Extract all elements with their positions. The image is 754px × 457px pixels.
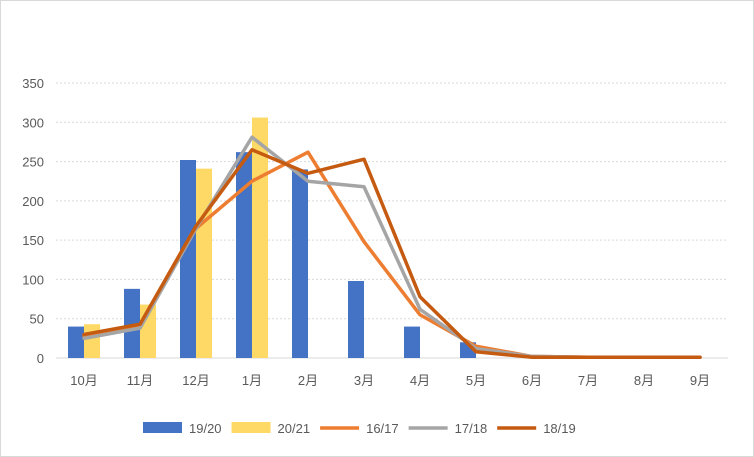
legend-item-20-21: 20/21: [231, 421, 311, 436]
y-tick-label: 0: [37, 351, 44, 366]
bar-19-20: [236, 152, 252, 358]
y-tick-label: 250: [22, 155, 44, 170]
x-tick-label: 2月: [298, 373, 318, 388]
y-tick-label: 300: [22, 115, 44, 130]
gridlines: [56, 82, 728, 359]
x-tick-label: 1月: [242, 373, 262, 388]
legend-label: 17/18: [455, 421, 488, 436]
bar-19-20: [348, 281, 364, 358]
legend-label: 19/20: [189, 421, 222, 436]
bar-19-20: [180, 160, 196, 358]
bar-19-20: [292, 169, 308, 358]
y-tick-label: 50: [30, 312, 44, 327]
x-tick-label: 4月: [410, 373, 430, 388]
y-axis-ticks: 0 50 100 150 200 250 300 350: [22, 76, 44, 366]
legend-item-19-20: 19/20: [143, 421, 222, 436]
x-tick-label: 3月: [354, 373, 374, 388]
bar-19-20: [404, 326, 420, 358]
legend-item-16-17: 16/17: [320, 421, 399, 436]
bar-19-20: [68, 326, 84, 358]
x-tick-label: 6月: [522, 373, 542, 388]
x-tick-label: 9月: [690, 373, 710, 388]
line-17-18: [82, 135, 702, 359]
x-tick-label: 5月: [466, 373, 486, 388]
x-tick-label: 8月: [634, 373, 654, 388]
y-tick-label: 100: [22, 272, 44, 287]
bar-19-20: [124, 288, 140, 358]
legend-label: 18/19: [543, 421, 576, 436]
legend: 19/20 20/21 16/17 17/18 18/19: [143, 421, 576, 436]
bar-20-21: [196, 168, 212, 358]
line-18-19: [82, 148, 702, 359]
x-axis-ticks: 10月 11月 12月 1月 2月 3月 4月 5月 6月 7月 8月 9月: [70, 373, 710, 388]
legend-item-17-18: 17/18: [408, 421, 488, 436]
bar-series-layer: [68, 117, 476, 358]
legend-label: 16/17: [366, 421, 399, 436]
x-tick-label: 7月: [578, 373, 598, 388]
line-16-17: [82, 150, 702, 359]
x-tick-label: 12月: [182, 373, 209, 388]
x-tick-label: 10月: [70, 373, 97, 388]
line-series-layer: [82, 135, 702, 359]
y-tick-label: 200: [22, 194, 44, 209]
legend-item-18-19: 18/19: [497, 421, 576, 436]
y-tick-label: 350: [22, 76, 44, 91]
bar-20-21: [84, 324, 100, 358]
legend-label: 20/21: [278, 421, 311, 436]
legend-swatch: [231, 422, 271, 433]
y-tick-label: 150: [22, 233, 44, 248]
x-tick-label: 11月: [127, 373, 154, 388]
legend-swatch: [143, 422, 182, 433]
